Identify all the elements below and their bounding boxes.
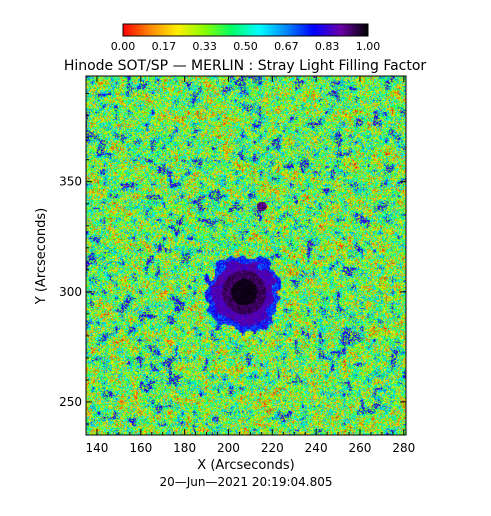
heatmap-canvas <box>86 76 406 435</box>
y-axis-label: Y (Arcseconds) <box>34 208 49 305</box>
y-tick-label: 300 <box>59 285 82 299</box>
colorbar-tick-label: 0.33 <box>192 40 217 53</box>
y-tick-label: 350 <box>59 175 82 189</box>
x-axis: 140 160 180 200 220 240 260 280 <box>86 76 415 455</box>
colorbar-tick-label: 0.50 <box>233 40 258 53</box>
x-tick-label: 180 <box>173 441 196 455</box>
x-axis-label: X (Arcseconds) <box>197 458 294 473</box>
x-tick-label: 160 <box>129 441 152 455</box>
y-axis: 250 300 350 <box>59 93 406 425</box>
x-tick-label: 280 <box>392 441 415 455</box>
colorbar-tick-label: 0.17 <box>152 40 177 53</box>
x-tick-label: 220 <box>261 441 284 455</box>
x-tick-label: 200 <box>217 441 240 455</box>
plot-frame <box>85 75 407 436</box>
colorbar-tick-label: 1.00 <box>356 40 381 53</box>
x-tick-label: 240 <box>305 441 328 455</box>
y-tick-label: 250 <box>59 395 82 409</box>
colorbar-tick-label: 0.83 <box>315 40 340 53</box>
colorbar <box>122 23 369 37</box>
colorbar-tick-labels: 0.00 0.17 0.33 0.50 0.67 0.83 1.00 <box>111 40 381 53</box>
heatmap <box>85 75 407 436</box>
x-tick-label: 260 <box>349 441 372 455</box>
colorbar-tick-label: 0.67 <box>274 40 299 53</box>
chart-title: Hinode SOT/SP — MERLIN : Stray Light Fil… <box>64 58 427 74</box>
colorbar-tick-label: 0.00 <box>111 40 136 53</box>
x-tick-label: 140 <box>86 441 109 455</box>
timestamp: 20—Jun—2021 20:19:04.805 <box>160 475 333 489</box>
